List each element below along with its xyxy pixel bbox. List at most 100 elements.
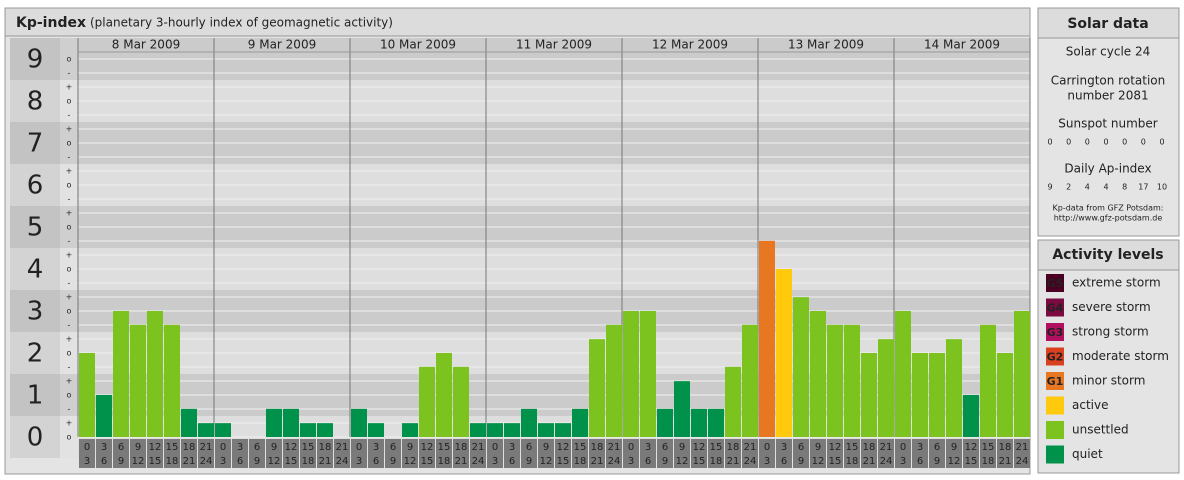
hour-label: 18 xyxy=(166,456,179,467)
minor-tick-label: + xyxy=(66,251,73,260)
hour-label: 0 xyxy=(900,442,906,453)
sunspots-value: 0 xyxy=(1047,138,1052,147)
hour-label: 15 xyxy=(557,456,570,467)
hour-cell xyxy=(351,439,367,468)
hour-label: 3 xyxy=(356,456,362,467)
hour-label: 18 xyxy=(455,442,468,453)
bar xyxy=(555,423,571,437)
hour-label: 24 xyxy=(200,456,213,467)
hour-label: 15 xyxy=(693,456,706,467)
hour-label: 18 xyxy=(999,442,1012,453)
hour-label: 3 xyxy=(900,456,906,467)
hour-label: 15 xyxy=(149,456,162,467)
minor-label-cell xyxy=(60,416,78,458)
minor-tick-label: + xyxy=(66,167,73,176)
hour-cell xyxy=(980,439,996,468)
legend-label: moderate storm xyxy=(1072,349,1169,363)
hour-cell xyxy=(113,439,129,468)
minor-label-cell xyxy=(60,206,78,248)
hour-cell xyxy=(606,439,622,468)
hour-label: 18 xyxy=(591,442,604,453)
hour-label: 12 xyxy=(540,456,553,467)
hour-label: 6 xyxy=(237,456,243,467)
bar xyxy=(181,408,197,437)
bar xyxy=(130,324,146,437)
minor-tick-label: + xyxy=(66,209,73,218)
hour-label: 15 xyxy=(965,456,978,467)
hour-label: 0 xyxy=(492,442,498,453)
hour-cell xyxy=(504,439,520,468)
hour-label: 9 xyxy=(271,442,277,453)
legend-swatch xyxy=(1046,274,1064,292)
hour-label: 9 xyxy=(254,456,260,467)
hour-label: 9 xyxy=(798,456,804,467)
bar xyxy=(351,408,367,437)
minor-label-cell xyxy=(60,374,78,416)
hour-cell xyxy=(810,439,826,468)
solar-title: Solar data xyxy=(1067,16,1148,32)
sunspots-value: 0 xyxy=(1066,138,1071,147)
bar xyxy=(861,353,877,437)
hour-label: 3 xyxy=(628,456,634,467)
hour-cell xyxy=(419,439,435,468)
hour-label: 18 xyxy=(302,456,315,467)
bar xyxy=(79,353,95,437)
bar xyxy=(283,408,299,437)
minor-tick-label: + xyxy=(66,125,73,134)
bar xyxy=(164,324,180,437)
bar xyxy=(674,381,690,437)
hour-cell xyxy=(657,439,673,468)
minor-tick-label: - xyxy=(68,279,71,288)
hour-label: 15 xyxy=(846,442,859,453)
hour-label: 15 xyxy=(285,456,298,467)
minor-tick-label: o xyxy=(67,55,72,64)
hour-label: 21 xyxy=(472,442,485,453)
minor-tick-label: - xyxy=(68,237,71,246)
hour-label: 21 xyxy=(455,456,468,467)
hour-label: 6 xyxy=(934,442,940,453)
y-tick-label: 0 xyxy=(27,423,44,453)
hour-label: 12 xyxy=(285,442,298,453)
hour-cell xyxy=(334,439,350,468)
plot: 0 o +1 - o +2 - o +3 - o +4 - o +5 - o +6 - o +7 - o +8 - o +9 - o 8 … xyxy=(10,38,1031,468)
hour-label: 12 xyxy=(965,442,978,453)
hour-label: 9 xyxy=(815,442,821,453)
hour-cell xyxy=(776,439,792,468)
hour-label: 15 xyxy=(982,442,995,453)
hour-label: 9 xyxy=(934,456,940,467)
hour-cell xyxy=(453,439,469,468)
hour-label: 15 xyxy=(421,456,434,467)
legend-swatch xyxy=(1046,445,1064,464)
legend-swatch xyxy=(1046,323,1064,341)
minor-tick-label: o xyxy=(67,391,72,400)
hour-label: 6 xyxy=(662,442,668,453)
bar xyxy=(470,423,486,437)
hour-cell xyxy=(640,439,656,468)
hour-label: 6 xyxy=(509,456,515,467)
hour-label: 18 xyxy=(727,442,740,453)
hour-label: 3 xyxy=(84,456,90,467)
minor-tick-label: - xyxy=(68,363,71,372)
solar-panel xyxy=(1037,7,1180,237)
bar xyxy=(402,423,418,437)
hour-label: 9 xyxy=(951,442,957,453)
y-label-cell xyxy=(10,38,60,80)
day-label: 11 Mar 2009 xyxy=(516,38,592,52)
bar xyxy=(368,423,384,437)
hour-label: 6 xyxy=(526,442,532,453)
hour-label: 12 xyxy=(676,456,689,467)
hour-label: 3 xyxy=(101,442,107,453)
minor-tick-label: + xyxy=(66,293,73,302)
minor-tick-label: o xyxy=(67,139,72,148)
hour-cell xyxy=(198,439,214,468)
hour-cell xyxy=(521,439,537,468)
bar xyxy=(640,311,656,437)
legend-label: active xyxy=(1072,398,1108,412)
legend-label: minor storm xyxy=(1072,374,1145,388)
hour-label: 3 xyxy=(237,442,243,453)
minor-tick-label: - xyxy=(68,405,71,414)
hour-label: 0 xyxy=(628,442,634,453)
hour-cell xyxy=(878,439,894,468)
hour-label: 0 xyxy=(764,442,770,453)
